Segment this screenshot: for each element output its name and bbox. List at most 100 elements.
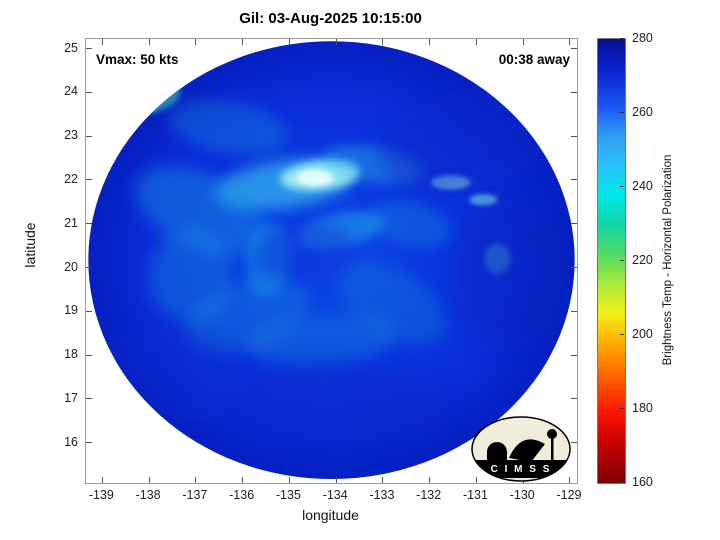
x-tick-mark xyxy=(288,477,290,483)
swath-feature xyxy=(259,221,358,283)
y-tick-mark xyxy=(571,310,577,312)
x-tick-mark xyxy=(475,477,477,483)
colorbar-tick-label: 240 xyxy=(632,179,653,193)
x-tick-mark xyxy=(101,39,103,45)
x-tick-mark xyxy=(148,477,150,483)
x-tick-label: -137 xyxy=(182,488,208,502)
x-tick-label: -135 xyxy=(275,488,301,502)
swath-feature xyxy=(168,99,289,156)
y-tick-mark xyxy=(571,442,577,444)
colorbar-tick-label: 280 xyxy=(632,31,653,45)
y-tick-mark xyxy=(571,48,577,50)
x-tick-label: -138 xyxy=(135,488,161,502)
y-tick-mark xyxy=(86,91,92,93)
y-tick-label: 16 xyxy=(64,434,78,449)
y-tick-mark xyxy=(86,223,92,225)
y-tick-label: 24 xyxy=(64,84,78,99)
cimss-logo-text: C I M S S xyxy=(491,464,552,475)
vmax-annotation: Vmax: 50 kts xyxy=(96,52,179,67)
x-tick-mark xyxy=(101,477,103,483)
x-tick-mark xyxy=(429,477,431,483)
swath-feature xyxy=(135,165,267,256)
x-tick-mark xyxy=(242,477,244,483)
y-tick-mark xyxy=(571,398,577,400)
x-tick-mark xyxy=(195,477,197,483)
plot-area: C I M S S xyxy=(85,38,578,484)
x-tick-mark xyxy=(148,39,150,45)
x-tick-mark xyxy=(335,39,337,45)
y-tick-label: 25 xyxy=(64,40,78,55)
y-tick-mark xyxy=(86,48,92,50)
page-title: Gil: 03-Aug-2025 10:15:00 xyxy=(239,10,422,27)
swath-feature xyxy=(380,86,554,195)
y-tick-mark xyxy=(86,135,92,137)
x-tick-mark xyxy=(569,39,571,45)
heatmap-svg xyxy=(88,41,575,480)
colorbar-tick-mark xyxy=(620,185,624,187)
y-tick-mark xyxy=(571,267,577,269)
x-tick-mark xyxy=(288,39,290,45)
y-tick-mark xyxy=(571,223,577,225)
swath-feature xyxy=(337,260,448,345)
eta-annotation: 00:38 away xyxy=(498,52,570,67)
x-tick-mark xyxy=(429,39,431,45)
y-axis-label: latitude xyxy=(22,222,38,268)
x-tick-mark xyxy=(195,39,197,45)
x-tick-mark xyxy=(335,477,337,483)
x-tick-mark xyxy=(522,39,524,45)
y-tick-label: 23 xyxy=(64,128,78,143)
y-tick-mark xyxy=(571,135,577,137)
y-tick-mark xyxy=(86,310,92,312)
colorbar-tick-label: 180 xyxy=(632,401,653,415)
y-tick-mark xyxy=(571,179,577,181)
x-tick-label: -133 xyxy=(369,488,395,502)
colorbar-tick-label: 260 xyxy=(632,105,653,119)
y-tick-label: 19 xyxy=(64,303,78,318)
colorbar-tick-mark xyxy=(620,259,624,261)
cimss-logo: C I M S S xyxy=(469,414,573,483)
x-axis-label: longitude xyxy=(302,507,359,523)
x-tick-label: -139 xyxy=(88,488,114,502)
colorbar-tick-mark xyxy=(620,37,624,39)
x-tick-mark xyxy=(382,477,384,483)
y-tick-mark xyxy=(86,354,92,356)
y-tick-label: 20 xyxy=(64,259,78,274)
colorbar-tick-mark xyxy=(620,333,624,335)
observatory-silhouette xyxy=(472,429,570,478)
swath-feature xyxy=(109,325,245,421)
swath-feature xyxy=(296,169,334,186)
colorbar-tick-mark xyxy=(620,407,624,409)
swath-features xyxy=(109,84,566,442)
x-tick-label: -130 xyxy=(509,488,535,502)
y-tick-mark xyxy=(86,398,92,400)
colorbar-tick-mark xyxy=(620,481,624,483)
y-tick-label: 21 xyxy=(64,215,78,230)
x-tick-mark xyxy=(569,477,571,483)
y-tick-label: 17 xyxy=(64,390,78,405)
swath-feature xyxy=(453,197,566,347)
colorbar xyxy=(597,38,626,484)
x-tick-label: -132 xyxy=(416,488,442,502)
y-tick-mark xyxy=(571,91,577,93)
colorbar-tick-label: 200 xyxy=(632,327,653,341)
swath-feature xyxy=(247,312,397,367)
colorbar-tick-label: 160 xyxy=(632,475,653,489)
y-tick-label: 22 xyxy=(64,171,78,186)
y-tick-mark xyxy=(86,267,92,269)
colorbar-tick-mark xyxy=(620,111,624,113)
x-tick-label: -129 xyxy=(556,488,582,502)
swath-feature xyxy=(238,365,453,442)
y-tick-mark xyxy=(86,179,92,181)
y-tick-mark xyxy=(86,442,92,444)
x-tick-mark xyxy=(242,39,244,45)
x-tick-mark xyxy=(382,39,384,45)
x-tick-mark xyxy=(475,39,477,45)
x-tick-label: -136 xyxy=(229,488,255,502)
colorbar-tick-label: 220 xyxy=(632,253,653,267)
y-tick-label: 18 xyxy=(64,347,78,362)
x-tick-label: -134 xyxy=(322,488,348,502)
swath-feature xyxy=(369,199,453,248)
x-tick-label: -131 xyxy=(462,488,488,502)
y-tick-mark xyxy=(571,354,577,356)
